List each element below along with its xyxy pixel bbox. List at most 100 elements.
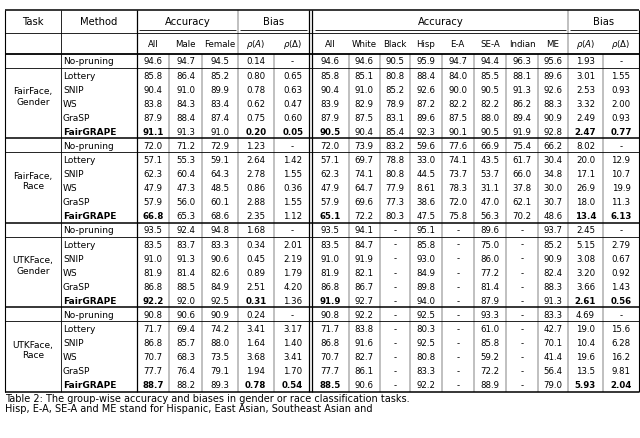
Text: 1.55: 1.55 bbox=[283, 198, 302, 207]
Text: 90.5: 90.5 bbox=[481, 127, 500, 137]
Text: -: - bbox=[456, 381, 460, 389]
Text: 70.1: 70.1 bbox=[543, 338, 562, 347]
Text: 87.9: 87.9 bbox=[144, 113, 163, 123]
Text: 43.5: 43.5 bbox=[481, 155, 500, 165]
Text: 92.5: 92.5 bbox=[416, 310, 435, 319]
Text: 86.4: 86.4 bbox=[176, 71, 195, 80]
Text: 71.7: 71.7 bbox=[144, 324, 163, 333]
Text: 80.8: 80.8 bbox=[416, 353, 435, 361]
Text: 90.8: 90.8 bbox=[321, 310, 339, 319]
Text: FairFace,
Race: FairFace, Race bbox=[13, 172, 52, 191]
Text: 82.6: 82.6 bbox=[211, 268, 229, 277]
Text: Accuracy: Accuracy bbox=[417, 18, 463, 27]
Text: 80.3: 80.3 bbox=[416, 324, 435, 333]
Text: 95.1: 95.1 bbox=[416, 226, 435, 235]
Text: 92.2: 92.2 bbox=[416, 381, 435, 389]
Text: 87.9: 87.9 bbox=[321, 113, 339, 123]
Text: 90.8: 90.8 bbox=[144, 310, 163, 319]
Text: 84.9: 84.9 bbox=[211, 282, 229, 291]
Text: -: - bbox=[393, 310, 396, 319]
Text: 0.31: 0.31 bbox=[245, 296, 266, 305]
Text: 0.89: 0.89 bbox=[246, 268, 266, 277]
Text: Indian: Indian bbox=[509, 40, 535, 49]
Text: 62.1: 62.1 bbox=[513, 198, 532, 207]
Text: 16.2: 16.2 bbox=[611, 353, 630, 361]
Text: -: - bbox=[393, 268, 396, 277]
Text: 95.9: 95.9 bbox=[416, 57, 435, 66]
Text: 42.7: 42.7 bbox=[543, 324, 562, 333]
Text: 3.17: 3.17 bbox=[283, 324, 302, 333]
Text: -: - bbox=[620, 141, 623, 151]
Text: 0.92: 0.92 bbox=[611, 268, 630, 277]
Text: 10.7: 10.7 bbox=[611, 170, 630, 179]
Text: 2.01: 2.01 bbox=[283, 240, 302, 249]
Text: 3.32: 3.32 bbox=[576, 99, 595, 109]
Text: 86.8: 86.8 bbox=[144, 338, 163, 347]
Text: FairGRAPE: FairGRAPE bbox=[63, 127, 116, 137]
Text: -: - bbox=[520, 310, 524, 319]
Text: SNIP: SNIP bbox=[63, 254, 83, 263]
Text: Bias: Bias bbox=[593, 18, 614, 27]
Text: 91.0: 91.0 bbox=[321, 254, 339, 263]
Text: 0.45: 0.45 bbox=[246, 254, 266, 263]
Text: 83.3: 83.3 bbox=[416, 367, 435, 375]
Text: No-pruning: No-pruning bbox=[63, 310, 114, 319]
Text: 90.4: 90.4 bbox=[321, 85, 339, 94]
Text: 56.3: 56.3 bbox=[481, 212, 500, 221]
Text: 0.80: 0.80 bbox=[246, 71, 266, 80]
Text: -: - bbox=[393, 338, 396, 347]
Text: 73.7: 73.7 bbox=[448, 170, 467, 179]
Text: 90.9: 90.9 bbox=[543, 113, 562, 123]
Text: 93.5: 93.5 bbox=[144, 226, 163, 235]
Text: 19.9: 19.9 bbox=[612, 184, 630, 193]
Text: -: - bbox=[520, 296, 524, 305]
Text: 86.8: 86.8 bbox=[144, 282, 163, 291]
Text: 89.3: 89.3 bbox=[211, 381, 229, 389]
Text: ME: ME bbox=[546, 40, 559, 49]
Text: 31.1: 31.1 bbox=[481, 184, 500, 193]
Text: 92.6: 92.6 bbox=[543, 85, 562, 94]
Text: 90.1: 90.1 bbox=[448, 127, 467, 137]
Text: 20.0: 20.0 bbox=[576, 155, 595, 165]
Text: Female: Female bbox=[204, 40, 236, 49]
Text: 87.5: 87.5 bbox=[355, 113, 374, 123]
Text: 92.0: 92.0 bbox=[176, 296, 195, 305]
Text: 72.2: 72.2 bbox=[481, 367, 500, 375]
Text: 94.1: 94.1 bbox=[355, 226, 374, 235]
Text: Hisp, E-A, SE-A and ME stand for Hispanic, East Asian, Southeast Asian and: Hisp, E-A, SE-A and ME stand for Hispani… bbox=[5, 403, 372, 413]
Text: 66.2: 66.2 bbox=[543, 141, 562, 151]
Text: 0.78: 0.78 bbox=[245, 381, 266, 389]
Text: 87.4: 87.4 bbox=[211, 113, 229, 123]
Text: GraSP: GraSP bbox=[63, 198, 90, 207]
Text: 1.94: 1.94 bbox=[246, 367, 266, 375]
Text: 77.2: 77.2 bbox=[481, 268, 500, 277]
Text: 1.64: 1.64 bbox=[246, 338, 266, 347]
Text: -: - bbox=[456, 324, 460, 333]
Text: 90.0: 90.0 bbox=[448, 85, 467, 94]
Text: 2.04: 2.04 bbox=[611, 381, 632, 389]
Text: 90.6: 90.6 bbox=[211, 254, 229, 263]
Text: 0.93: 0.93 bbox=[611, 113, 630, 123]
Text: -: - bbox=[520, 381, 524, 389]
Text: 1.93: 1.93 bbox=[576, 57, 595, 66]
Text: 0.56: 0.56 bbox=[611, 296, 632, 305]
Text: 44.5: 44.5 bbox=[416, 170, 435, 179]
Text: 71.7: 71.7 bbox=[321, 324, 339, 333]
Text: 92.2: 92.2 bbox=[355, 310, 374, 319]
Text: 2.88: 2.88 bbox=[246, 198, 266, 207]
Text: 72.2: 72.2 bbox=[355, 212, 374, 221]
Text: Male: Male bbox=[175, 40, 196, 49]
Text: 2.53: 2.53 bbox=[576, 85, 595, 94]
Text: 13.5: 13.5 bbox=[576, 367, 595, 375]
Text: 56.0: 56.0 bbox=[176, 198, 195, 207]
Text: 94.7: 94.7 bbox=[176, 57, 195, 66]
Text: 64.3: 64.3 bbox=[211, 170, 229, 179]
Text: 8.61: 8.61 bbox=[416, 184, 435, 193]
Text: 84.7: 84.7 bbox=[355, 240, 374, 249]
Text: 92.3: 92.3 bbox=[416, 127, 435, 137]
Text: 0.93: 0.93 bbox=[611, 85, 630, 94]
Text: 88.0: 88.0 bbox=[211, 338, 229, 347]
Text: 3.66: 3.66 bbox=[576, 282, 595, 291]
Text: 87.5: 87.5 bbox=[448, 113, 467, 123]
Text: 33.0: 33.0 bbox=[416, 155, 435, 165]
